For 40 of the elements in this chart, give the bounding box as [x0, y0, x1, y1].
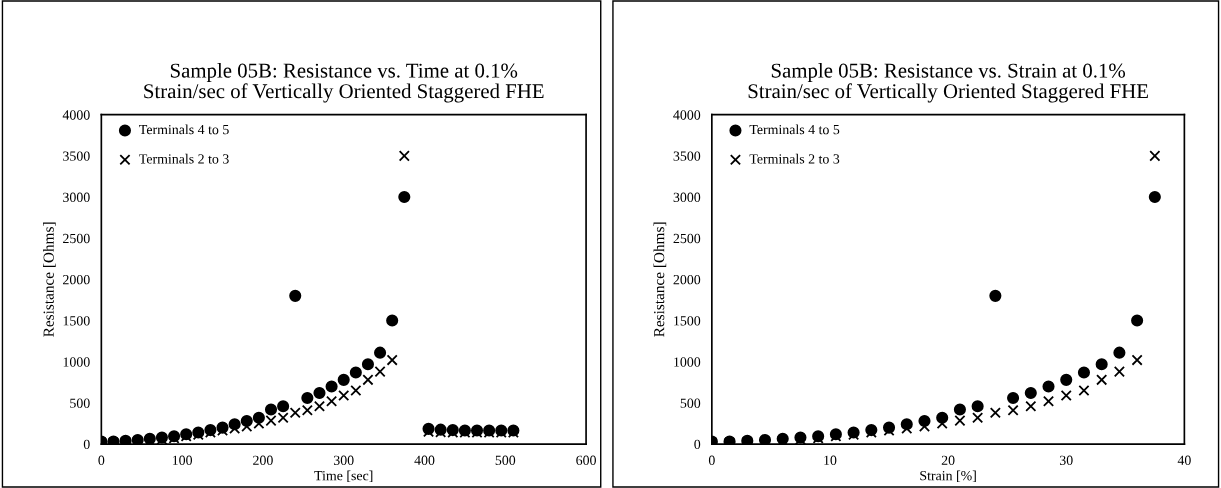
y-tick-label: 0 — [83, 439, 90, 450]
y-tick-label: 1000 — [63, 357, 90, 367]
y-tick-label: 3000 — [673, 192, 701, 202]
x-tick-label: 30 — [1059, 455, 1073, 465]
y-axis-title: Resistance [Ohms] — [653, 222, 667, 337]
y-tick-label: 1500 — [674, 316, 701, 326]
y-tick-label: 500 — [70, 398, 90, 408]
x-tick-label: 500 — [495, 455, 516, 465]
x-tick-label: 200 — [253, 455, 273, 465]
y-tick-label: 0 — [694, 439, 701, 450]
x-tick-label: 20 — [941, 455, 955, 465]
y-tick-label: 2500 — [63, 233, 90, 244]
y-tick-label: 2000 — [673, 274, 701, 285]
legend-label: Terminals 4 to 5 — [139, 124, 229, 135]
y-tick-label: 1500 — [63, 316, 90, 326]
x-tick-label: 600 — [576, 455, 596, 465]
x-tick-label: 10 — [824, 455, 837, 465]
x-tick-label: 100 — [172, 455, 193, 465]
y-tick-label: 2000 — [63, 274, 90, 285]
y-tick-label: 4000 — [673, 110, 701, 120]
chart-title: Sample 05B: Resistance vs. Strain at 0.1% Strain/sec of Vertically Oriented Staggered FHE — [748, 62, 1148, 103]
x-tick-label: 0 — [98, 455, 105, 465]
legend-label: Terminals 4 to 5 — [749, 124, 840, 135]
y-tick-label: 500 — [680, 398, 701, 408]
y-tick-label: 3500 — [673, 151, 701, 161]
chart-title: Sample 05B: Resistance vs. Time at 0.1% Strain/sec of Vertically Oriented Staggered FHE — [144, 62, 544, 103]
x-axis-title: Time [sec] — [314, 470, 373, 483]
legend-label: Terminals 2 to 3 — [749, 153, 840, 164]
y-tick-label: 4000 — [62, 110, 90, 120]
y-tick-label: 3000 — [63, 192, 90, 202]
y-tick-label: 2500 — [673, 233, 701, 244]
y-tick-label: 3500 — [63, 151, 90, 161]
legend-label: Terminals 2 to 3 — [139, 153, 229, 164]
x-tick-label: 0 — [708, 455, 715, 465]
x-tick-label: 300 — [333, 455, 354, 465]
x-tick-label: 400 — [414, 455, 435, 465]
y-axis-title: Resistance [Ohms] — [43, 222, 56, 337]
x-tick-label: 40 — [1177, 455, 1191, 465]
y-tick-label: 1000 — [674, 357, 701, 367]
x-axis-title: Strain [%] — [920, 470, 976, 483]
